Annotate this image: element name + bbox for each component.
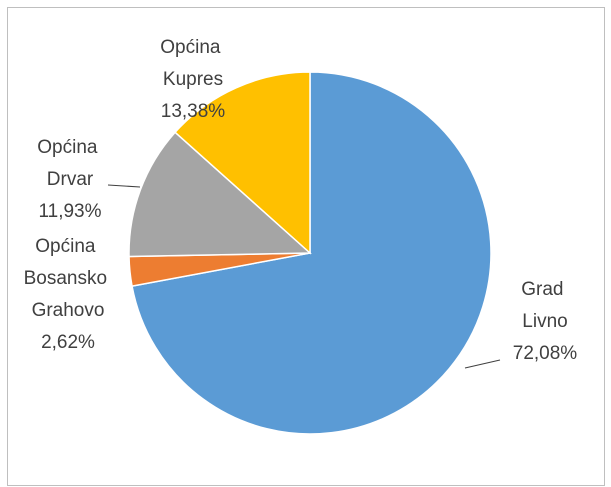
slice-value-label: 2,62%	[41, 332, 95, 353]
slice-label: Grad Livno	[521, 279, 569, 332]
slice-value-label: 72,08%	[513, 343, 578, 364]
pie-slice	[131, 71, 492, 435]
leader-line	[107, 184, 141, 188]
leader-line	[464, 359, 501, 369]
slice-value-label: 11,93%	[38, 201, 101, 222]
pie-slice	[174, 71, 311, 255]
slice-value-label: 13,38%	[161, 101, 226, 122]
slice-label: Općina Kupres	[160, 37, 225, 90]
slice-label: Općina Bosansko Grahovo	[24, 236, 113, 321]
pie-slice	[128, 131, 312, 258]
slice-label: Općina Drvar	[37, 137, 102, 190]
